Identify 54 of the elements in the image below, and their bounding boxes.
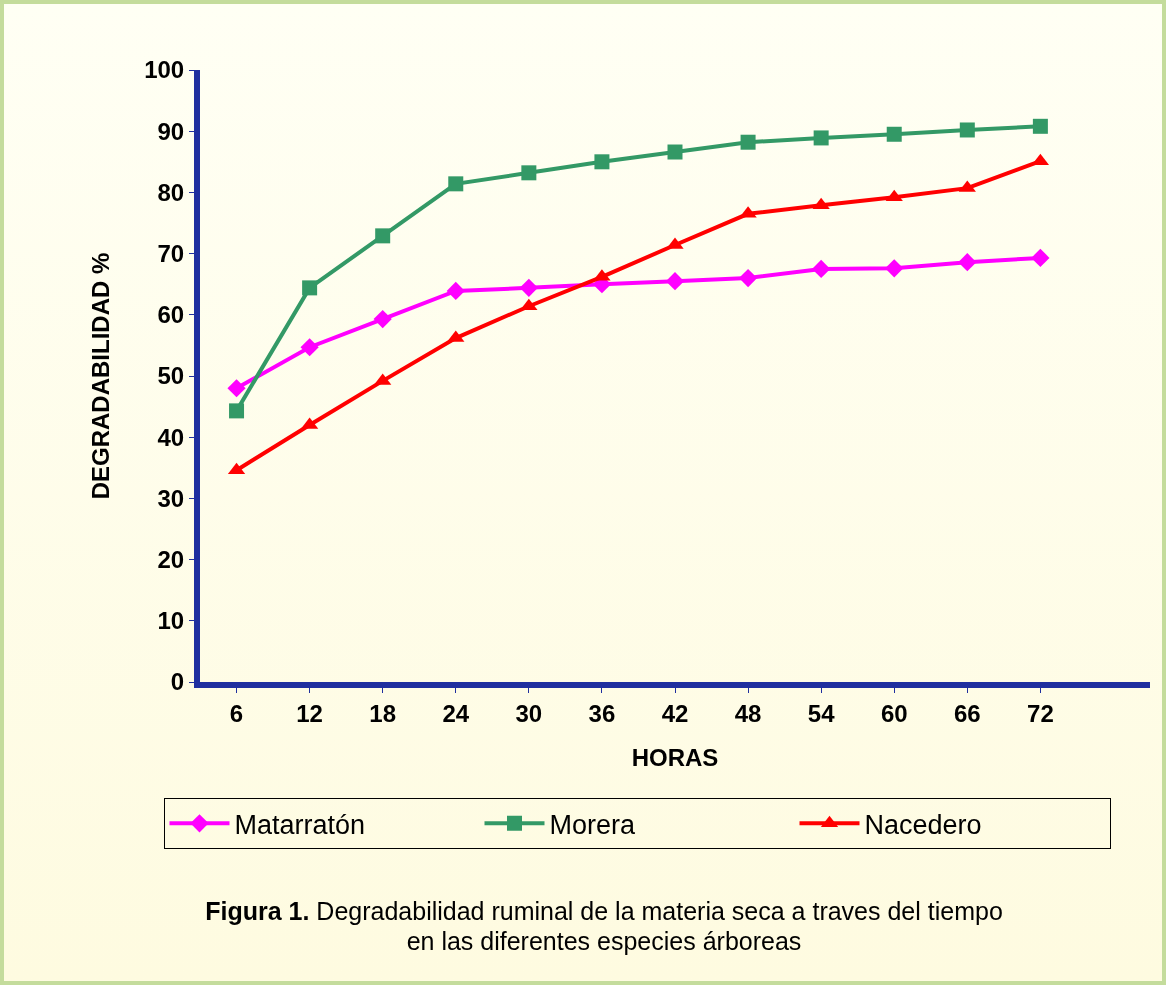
point (373, 309, 392, 329)
x-tick-label: 36 (588, 699, 616, 727)
x-tick-label: 24 (442, 699, 470, 727)
point (375, 228, 391, 244)
point (227, 379, 246, 398)
point (812, 259, 831, 278)
x-tick-label: 42 (661, 699, 689, 727)
y-tick-label: 0 (170, 668, 185, 696)
x-tick-label: 48 (734, 699, 762, 727)
point (1032, 118, 1048, 134)
point (665, 272, 685, 291)
point (886, 126, 902, 142)
point (958, 253, 977, 272)
y-tick-label: 80 (157, 178, 185, 206)
legend-label: Nacedero (864, 809, 982, 840)
point (446, 281, 465, 301)
x-tick-label: 72 (1027, 699, 1054, 727)
point (740, 134, 756, 150)
x-tick-label: 54 (807, 699, 836, 727)
point (521, 165, 537, 181)
text: Figura 1. (205, 897, 311, 925)
y-tick-label: 40 (157, 423, 185, 451)
x-tick-label: 66 (953, 699, 981, 727)
y-axis-title: DEGRADABILIDAD % (86, 252, 114, 500)
point (959, 122, 975, 138)
point (1031, 248, 1050, 267)
y-tick-label: 50 (157, 362, 185, 390)
point (302, 280, 318, 296)
text: Degradabilidad ruminal de la materia seca a traves del tiempo en las diferentes especies árboreas (316, 897, 1003, 955)
x-tick-label: 30 (515, 699, 543, 727)
point (300, 338, 319, 357)
x-tick-label: 12 (296, 699, 323, 727)
point (667, 144, 683, 160)
point (813, 130, 829, 146)
legend-label: Matarratón (234, 809, 366, 840)
legend-label: Morera (549, 809, 637, 840)
y-tick-label: 90 (157, 117, 185, 145)
y-tick-label: 70 (157, 240, 185, 267)
y-tick-label: 30 (157, 484, 185, 512)
point (738, 268, 758, 288)
point (885, 259, 904, 278)
point (519, 278, 538, 297)
point (229, 403, 245, 419)
y-tick-label: 20 (157, 546, 185, 573)
point (594, 154, 610, 170)
y-tick-label: 60 (157, 301, 185, 329)
x-tick-label: 6 (229, 699, 244, 727)
x-axis-title: HORAS (631, 743, 719, 771)
x-tick-label: 60 (880, 699, 908, 727)
y-tick-label: 10 (157, 607, 185, 635)
x-tick-label: 18 (369, 699, 397, 727)
point (448, 176, 464, 192)
y-tick-label: 100 (144, 56, 185, 84)
point (885, 189, 903, 202)
